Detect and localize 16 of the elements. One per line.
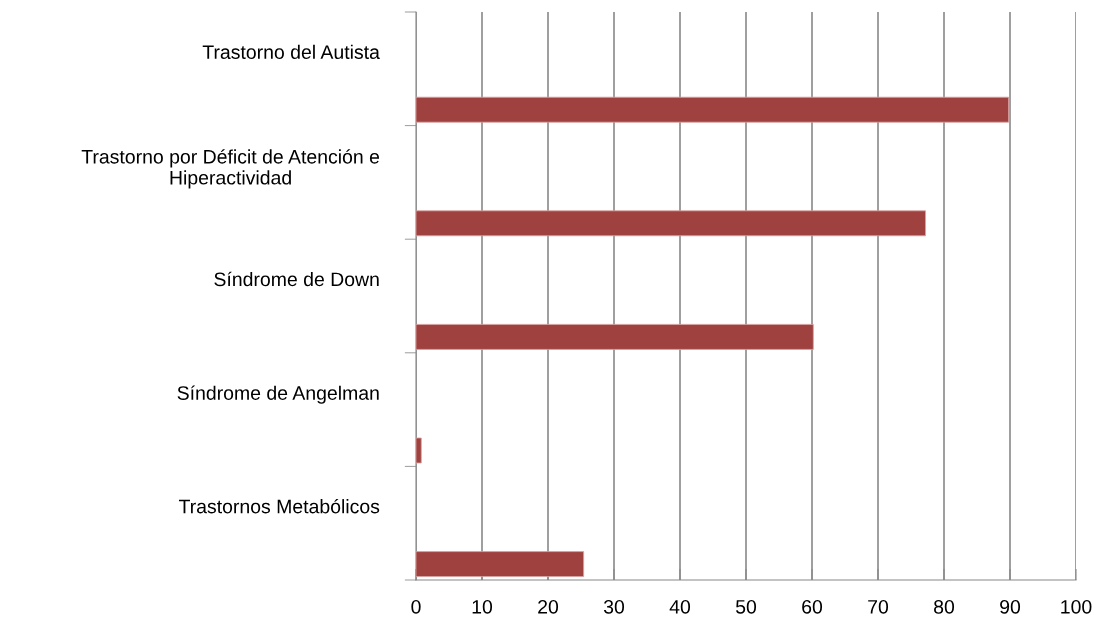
y-tick-label: Trastornos Metabólicos [178,498,380,514]
y-tick-label: Trastorno del Autista [202,44,380,59]
y-tick-label: Síndrome de Angelman [177,385,379,404]
x-tick-label: 90 [1000,599,1021,614]
y-tick-label: Trastorno por Déficit de Atención e Hiperactividad [81,149,380,189]
x-tick-label: 0 [411,599,421,614]
x-tick-label: 50 [735,599,757,614]
x-tick-label: 20 [538,599,559,614]
x-tick-label: 30 [603,599,625,614]
x-tick-label: 100 [1061,599,1092,614]
x-tick-label: 80 [934,599,955,614]
x-tick-label: 70 [868,599,889,614]
y-tick-label: Síndrome de Down [214,271,379,287]
x-tick-label: 10 [472,599,493,614]
x-tick-label: 40 [669,599,691,614]
x-tick-label: 60 [802,599,823,614]
